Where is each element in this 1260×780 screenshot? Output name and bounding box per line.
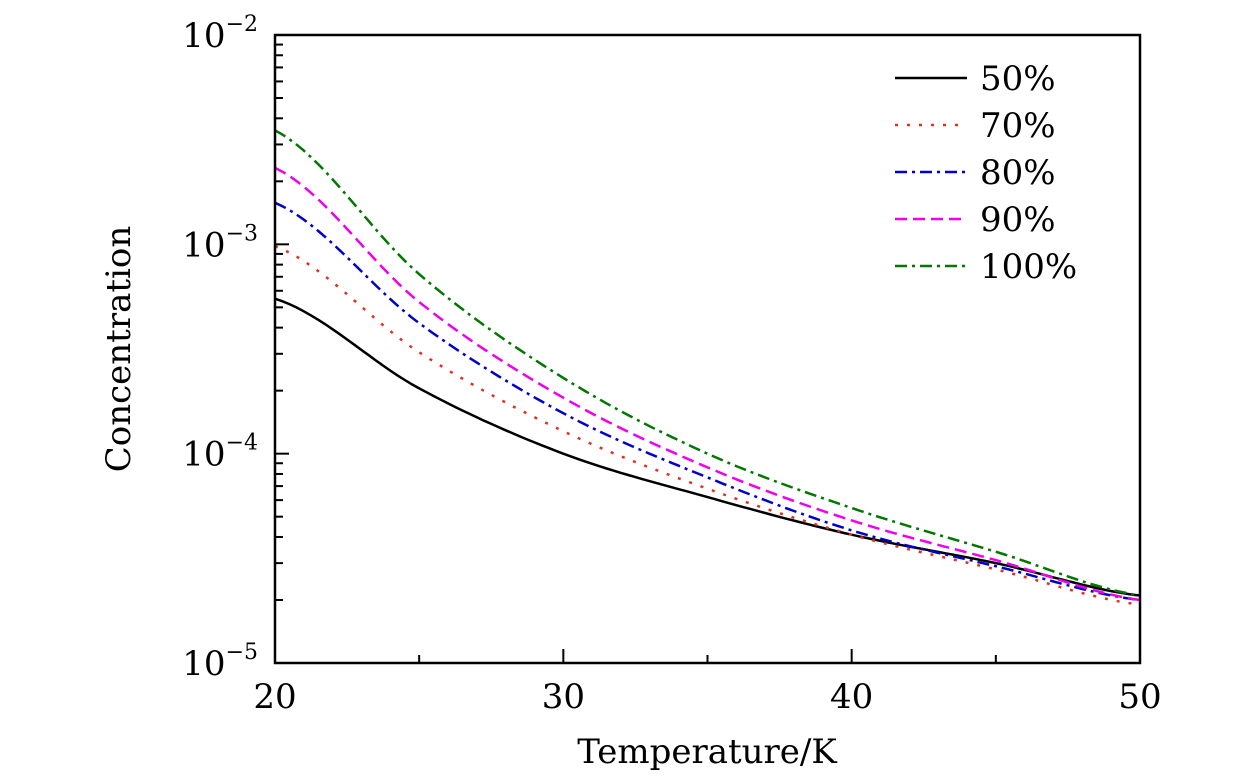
legend-label: 70% — [980, 106, 1056, 146]
plot-frame — [273, 33, 1142, 665]
legend-label: 80% — [980, 153, 1056, 193]
x-axis-title: Temperature/K — [577, 732, 837, 772]
legend-label: 100% — [980, 247, 1077, 287]
series-layer — [274, 129, 1141, 606]
x-tick-label: 40 — [830, 677, 873, 717]
series-line-2 — [274, 245, 1141, 606]
legend: 50% 70% 80% 90% 100% — [895, 59, 1077, 287]
x-tick-label: 20 — [253, 677, 296, 717]
x-tick-label: 30 — [542, 677, 585, 717]
y-tick-label: 10−2 — [182, 12, 258, 56]
x-tick-label: 50 — [1118, 677, 1161, 717]
y-axis-title: Concentration — [99, 226, 139, 473]
series-line-1 — [274, 297, 1141, 597]
y-tick-label: 10−5 — [182, 640, 258, 684]
y-tick-label: 10−3 — [182, 221, 258, 265]
series-line-3 — [274, 201, 1141, 602]
legend-label: 50% — [980, 59, 1056, 99]
y-tick-label: 10−4 — [182, 431, 258, 475]
series-line-4 — [274, 166, 1141, 602]
ticks-layer: 20 30 40 50 10−5 10−4 10−3 10−2 — [182, 12, 1161, 717]
series-line-5 — [274, 129, 1141, 597]
legend-label: 90% — [980, 200, 1056, 240]
